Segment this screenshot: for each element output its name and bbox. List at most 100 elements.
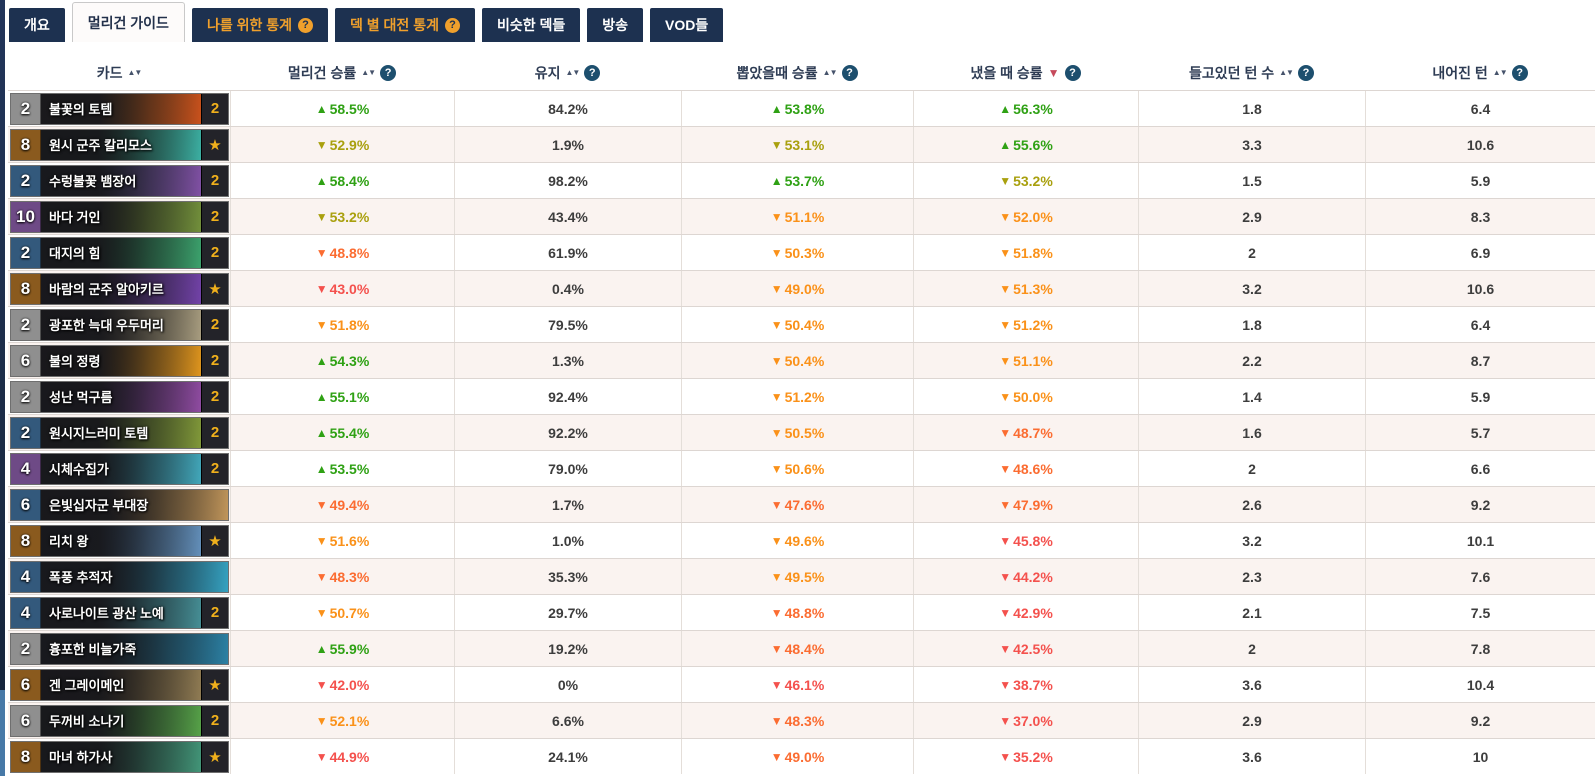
card-cell: 10 바다 거인 2 xyxy=(8,199,230,234)
mana-cost-badge: 2 xyxy=(11,237,41,268)
turns-held-cell: 2.1 xyxy=(1138,595,1365,630)
drawn-winrate-value: 50.3% xyxy=(784,244,825,261)
sort-arrows-icon[interactable]: ▲▼ xyxy=(361,68,376,77)
help-circle-icon[interactable]: ? xyxy=(444,17,460,33)
drawn-winrate-cell: ▼ 48.8% xyxy=(681,595,913,630)
card-cell: 2 광포한 늑대 우두머리 2 xyxy=(8,307,230,342)
mulligan-winrate-value: 51.8% xyxy=(329,316,370,333)
turn-played-cell: 6.4 xyxy=(1365,307,1595,342)
tab-mulligan-guide[interactable]: 멀리건 가이드 xyxy=(71,2,185,42)
mulligan-winrate-value: 48.3% xyxy=(329,568,370,585)
card-tile[interactable]: 6 은빛십자군 부대장 xyxy=(10,488,229,521)
col-kept[interactable]: 유지 ▲▼ ? xyxy=(454,56,681,90)
card-tile[interactable]: 4 시체수집가 2 xyxy=(10,452,229,485)
sort-arrows-icon[interactable]: ▼ xyxy=(1047,66,1060,80)
card-tile[interactable]: 6 두꺼비 소나기 2 xyxy=(10,704,229,737)
card-art: 성난 먹구름 xyxy=(41,381,201,412)
card-tile[interactable]: 2 대지의 힘 2 xyxy=(10,236,229,269)
card-tile[interactable]: 10 바다 거인 2 xyxy=(10,200,229,233)
trend-arrow-icon: ▲ xyxy=(770,173,783,188)
help-circle-icon[interactable]: ? xyxy=(1064,65,1081,81)
card-tile[interactable]: 2 광포한 늑대 우두머리 2 xyxy=(10,308,229,341)
kept-cell: 1.3% xyxy=(454,343,681,378)
help-circle-icon[interactable]: ? xyxy=(380,65,397,81)
tab-similar-decks[interactable]: 비슷한 덱들 xyxy=(481,8,581,42)
mulligan-winrate-value: 44.9% xyxy=(329,748,370,765)
help-circle-icon[interactable]: ? xyxy=(841,65,858,81)
card-cell: 4 사로나이트 광산 노예 2 xyxy=(8,595,230,630)
sort-arrows-icon[interactable]: ▲▼ xyxy=(1279,68,1294,77)
mulligan-winrate-cell: ▲ 55.4% xyxy=(230,415,454,450)
drawn-winrate-cell: ▼ 50.6% xyxy=(681,451,913,486)
turn-played-cell: 10.6 xyxy=(1365,127,1595,162)
col-mulligan-winrate[interactable]: 멀리건 승률 ▲▼ ? xyxy=(230,56,454,90)
card-tile[interactable]: 8 원시 군주 칼리모스 ★ xyxy=(10,128,229,161)
card-tile[interactable]: 4 폭풍 추적자 xyxy=(10,560,229,593)
tab-vods[interactable]: VOD들 xyxy=(650,8,724,42)
tab-my-stats[interactable]: 나를 위한 통계 ? xyxy=(191,8,328,42)
help-circle-icon[interactable]: ? xyxy=(1297,65,1314,81)
tab-label: 비슷한 덱들 xyxy=(496,17,566,33)
trend-arrow-icon: ▼ xyxy=(315,713,328,728)
drawn-winrate-value: 51.1% xyxy=(784,208,825,225)
card-name: 사로나이트 광산 노예 xyxy=(49,606,164,621)
turn-played-cell: 10.4 xyxy=(1365,667,1595,702)
help-circle-icon[interactable]: ? xyxy=(1511,65,1528,81)
card-count-badge: ★ xyxy=(201,129,228,160)
card-tile[interactable]: 2 성난 먹구름 2 xyxy=(10,380,229,413)
turn-played-value: 7.8 xyxy=(1470,640,1491,657)
drawn-winrate-cell: ▲ 53.7% xyxy=(681,163,913,198)
kept-cell: 79.0% xyxy=(454,451,681,486)
card-cell: 6 겐 그레이메인 ★ xyxy=(8,667,230,702)
card-tile[interactable]: 8 바람의 군주 알아키르 ★ xyxy=(10,272,229,305)
turns-held-value: 1.4 xyxy=(1242,388,1262,405)
turns-held-cell: 2.3 xyxy=(1138,559,1365,594)
col-turn-played[interactable]: 내어진 턴 ▲▼ ? xyxy=(1365,56,1595,90)
card-tile[interactable]: 2 흉포한 비늘가죽 xyxy=(10,632,229,665)
tab-label: 나를 위한 통계 xyxy=(206,17,292,33)
kept-value: 1.0% xyxy=(552,532,584,549)
card-art: 광포한 늑대 우두머리 xyxy=(41,309,201,340)
card-cell: 8 리치 왕 ★ xyxy=(8,523,230,558)
card-row: 8 리치 왕 ★ ▼ 51.6% 1.0% ▼ 49.6% ▼ 45.8% 3.… xyxy=(8,522,1595,558)
mulligan-winrate-cell: ▼ 52.1% xyxy=(230,703,454,738)
card-tile[interactable]: 2 수렁불꽃 뱀장어 2 xyxy=(10,164,229,197)
drawn-winrate-cell: ▼ 50.4% xyxy=(681,307,913,342)
drawn-winrate-value: 50.6% xyxy=(784,460,825,477)
card-tile[interactable]: 8 리치 왕 ★ xyxy=(10,524,229,557)
mana-cost-badge: 8 xyxy=(11,525,41,556)
mana-cost-badge: 8 xyxy=(11,741,41,772)
col-card[interactable]: 카드 ▲▼ xyxy=(8,56,230,90)
column-header-label: 멀리건 승률 xyxy=(287,65,357,81)
card-tile[interactable]: 4 사로나이트 광산 노예 2 xyxy=(10,596,229,629)
sort-arrows-icon[interactable]: ▲▼ xyxy=(565,68,580,77)
turns-held-value: 2.3 xyxy=(1242,568,1262,585)
trend-arrow-icon: ▼ xyxy=(315,605,328,620)
trend-arrow-icon: ▲ xyxy=(315,353,328,368)
turn-played-value: 9.2 xyxy=(1470,496,1491,513)
sort-arrows-icon[interactable]: ▲▼ xyxy=(1492,68,1508,77)
turn-played-value: 6.4 xyxy=(1470,100,1491,117)
sort-arrows-icon[interactable]: ▲▼ xyxy=(822,68,838,77)
card-tile[interactable]: 6 겐 그레이메인 ★ xyxy=(10,668,229,701)
played-winrate-cell: ▼ 51.2% xyxy=(913,307,1138,342)
card-tile[interactable]: 6 불의 정령 2 xyxy=(10,344,229,377)
tab-deck-matchups[interactable]: 덱 별 대전 통계 ? xyxy=(335,8,475,42)
tab-broadcast[interactable]: 방송 xyxy=(587,8,644,42)
card-name: 마녀 하가사 xyxy=(49,750,113,765)
col-turns-held[interactable]: 들고있던 턴 수 ▲▼ ? xyxy=(1138,56,1365,90)
turns-held-value: 1.5 xyxy=(1242,172,1262,189)
sort-arrows-icon[interactable]: ▲▼ xyxy=(127,68,142,77)
col-drawn-winrate[interactable]: 뽑았을때 승률 ▲▼ ? xyxy=(681,56,913,90)
col-played-winrate[interactable]: 냈을 때 승률 ▼ ? xyxy=(913,56,1138,90)
card-tile[interactable]: 2 불꽃의 토템 2 xyxy=(10,92,229,125)
card-tile[interactable]: 8 마녀 하가사 ★ xyxy=(10,740,229,773)
kept-value: 1.9% xyxy=(552,136,584,153)
card-name: 바다 거인 xyxy=(49,210,101,225)
card-art: 바다 거인 xyxy=(41,201,201,232)
help-circle-icon[interactable]: ? xyxy=(298,17,313,33)
card-tile[interactable]: 2 원시지느러미 토템 2 xyxy=(10,416,229,449)
tab-overview[interactable]: 개요 xyxy=(9,8,65,42)
kept-value: 35.3% xyxy=(548,568,588,585)
help-circle-icon[interactable]: ? xyxy=(584,65,601,81)
